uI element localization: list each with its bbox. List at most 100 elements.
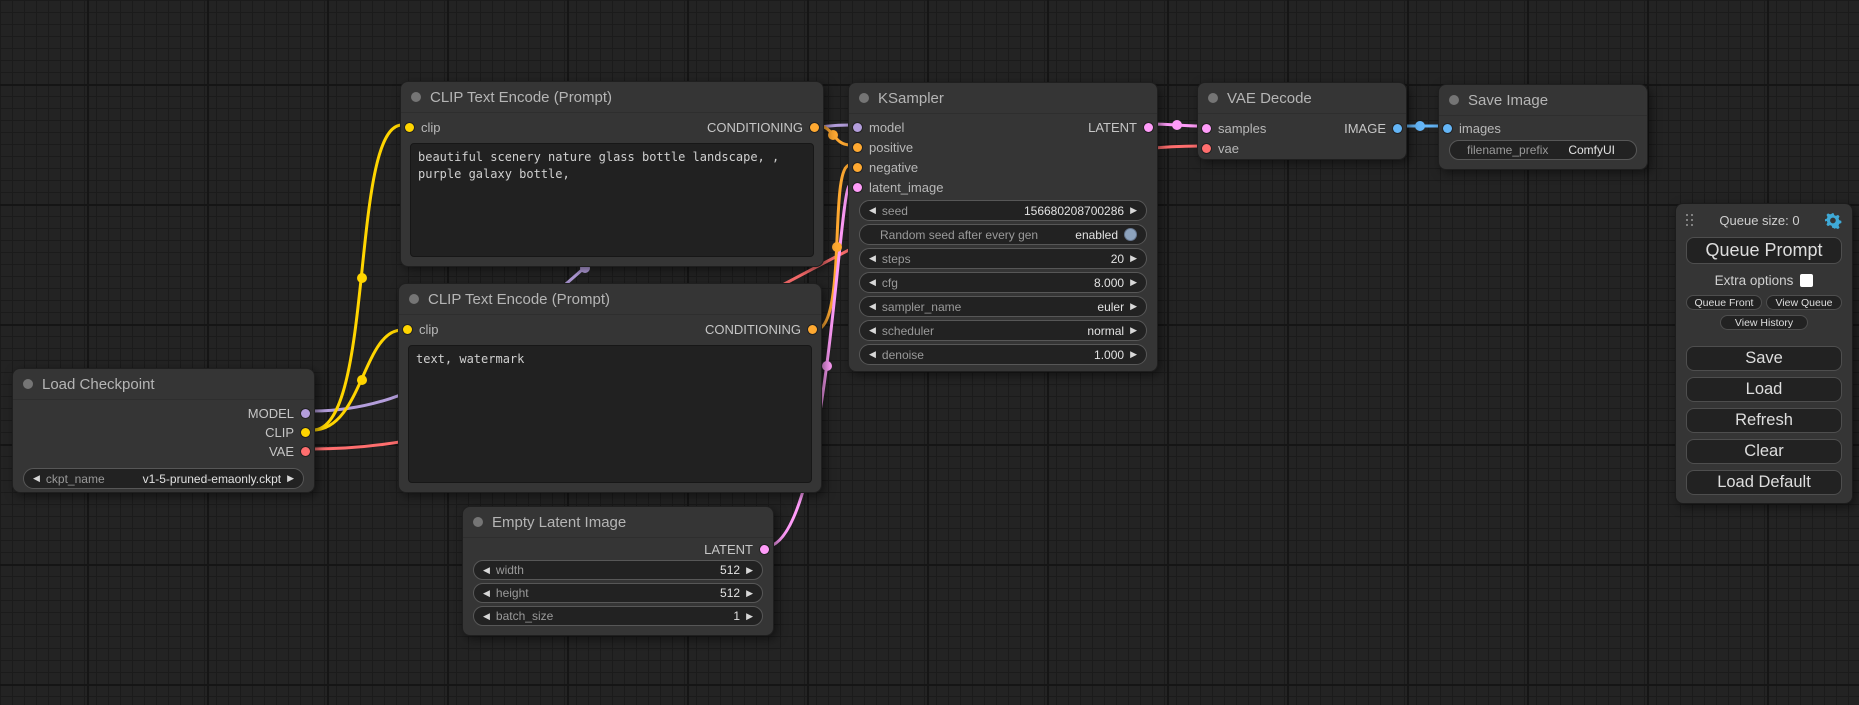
- collapse-dot-icon[interactable]: [23, 379, 33, 389]
- widget-ckpt-name[interactable]: ◀ ckpt_name v1-5-pruned-emaonly.ckpt ▶: [23, 468, 304, 489]
- input-slot-latent-image[interactable]: [853, 182, 862, 192]
- extra-options-checkbox[interactable]: [1800, 274, 1814, 287]
- collapse-dot-icon[interactable]: [1449, 95, 1459, 105]
- decrement-arrow-icon[interactable]: ◀: [483, 587, 490, 598]
- queue-prompt-button[interactable]: Queue Prompt: [1686, 237, 1842, 264]
- widget-seed[interactable]: ◀ seed 156680208700286 ▶: [859, 200, 1147, 221]
- input-slot-model[interactable]: [853, 122, 862, 132]
- output-slot-image[interactable]: [1393, 123, 1402, 133]
- input-label: clip: [419, 321, 439, 337]
- increment-arrow-icon[interactable]: ▶: [1130, 277, 1137, 287]
- node-ksampler[interactable]: KSampler model LATENT positive negative …: [848, 82, 1158, 372]
- increment-arrow-icon[interactable]: ▶: [746, 564, 753, 575]
- input-label: positive: [869, 139, 914, 155]
- input-slot-clip[interactable]: [405, 122, 414, 132]
- prompt-textarea[interactable]: beautiful scenery nature glass bottle la…: [410, 143, 814, 257]
- collapse-dot-icon[interactable]: [1208, 93, 1218, 103]
- node-empty-latent-image[interactable]: Empty Latent Image LATENT ◀ width 512 ▶ …: [462, 506, 774, 636]
- output-slot-conditioning[interactable]: [810, 122, 819, 132]
- link-dot-cond-positive: [828, 130, 838, 140]
- collapse-dot-icon[interactable]: [411, 92, 421, 102]
- drag-handle-icon[interactable]: [1686, 214, 1694, 227]
- node-titlebar[interactable]: CLIP Text Encode (Prompt): [399, 284, 821, 315]
- decrement-arrow-icon[interactable]: ◀: [33, 473, 40, 483]
- collapse-dot-icon[interactable]: [859, 93, 869, 103]
- node-load-checkpoint[interactable]: Load Checkpoint MODEL CLIP VAE ◀ ckpt_na…: [12, 368, 315, 493]
- node-titlebar[interactable]: Empty Latent Image: [463, 507, 773, 538]
- input-slot-vae[interactable]: [1202, 143, 1211, 153]
- widget-steps[interactable]: ◀ steps 20 ▶: [859, 248, 1147, 269]
- widget-label: ckpt_name: [45, 471, 105, 486]
- decrement-arrow-icon[interactable]: ◀: [869, 253, 876, 263]
- output-slot-clip[interactable]: [301, 428, 310, 437]
- output-slot-model[interactable]: [301, 409, 310, 418]
- increment-arrow-icon[interactable]: ▶: [746, 587, 753, 598]
- output-slot-conditioning[interactable]: [808, 324, 817, 334]
- collapse-dot-icon[interactable]: [409, 294, 419, 304]
- decrement-arrow-icon[interactable]: ◀: [483, 610, 490, 621]
- widget-filename-prefix[interactable]: filename_prefix ComfyUI: [1449, 140, 1637, 160]
- widget-label: batch_size: [495, 609, 554, 623]
- widget-batch-size[interactable]: ◀ batch_size 1 ▶: [473, 606, 763, 626]
- node-titlebar[interactable]: KSampler: [849, 83, 1157, 114]
- decrement-arrow-icon[interactable]: ◀: [869, 205, 876, 215]
- input-label: latent_image: [869, 179, 944, 195]
- view-queue-button[interactable]: View Queue: [1766, 295, 1842, 310]
- extra-options-label: Extra options: [1714, 273, 1794, 288]
- increment-arrow-icon[interactable]: ▶: [287, 473, 294, 483]
- node-title: VAE Decode: [1227, 89, 1312, 107]
- widget-label: cfg: [881, 275, 898, 290]
- widget-denoise[interactable]: ◀ denoise 1.000 ▶: [859, 344, 1147, 365]
- increment-arrow-icon[interactable]: ▶: [1130, 253, 1137, 263]
- increment-arrow-icon[interactable]: ▶: [1130, 301, 1137, 311]
- decrement-arrow-icon[interactable]: ◀: [869, 277, 876, 287]
- load-default-button[interactable]: Load Default: [1686, 470, 1842, 495]
- increment-arrow-icon[interactable]: ▶: [746, 610, 753, 621]
- widget-label: width: [495, 563, 524, 577]
- node-titlebar[interactable]: Load Checkpoint: [13, 369, 314, 400]
- toggle-dot-icon[interactable]: [1124, 228, 1137, 241]
- load-button[interactable]: Load: [1686, 377, 1842, 402]
- queue-front-button[interactable]: Queue Front: [1686, 295, 1762, 310]
- node-titlebar[interactable]: CLIP Text Encode (Prompt): [401, 82, 823, 113]
- output-label: VAE: [268, 444, 294, 459]
- node-title: Empty Latent Image: [492, 513, 627, 531]
- view-history-button[interactable]: View History: [1720, 315, 1808, 330]
- output-slot-latent[interactable]: [1144, 122, 1153, 132]
- input-slot-clip[interactable]: [403, 324, 412, 334]
- output-slot-latent[interactable]: [760, 544, 769, 554]
- output-slot-vae[interactable]: [301, 447, 310, 456]
- input-slot-samples[interactable]: [1202, 123, 1211, 133]
- widget-scheduler[interactable]: ◀ scheduler normal ▶: [859, 320, 1147, 341]
- node-save-image[interactable]: Save Image images filename_prefix ComfyU…: [1438, 84, 1648, 170]
- settings-gear-icon[interactable]: [1825, 212, 1842, 229]
- input-slot-negative[interactable]: [853, 162, 862, 172]
- node-clip-text-encode-positive[interactable]: CLIP Text Encode (Prompt) clip CONDITION…: [400, 81, 824, 267]
- decrement-arrow-icon[interactable]: ◀: [483, 564, 490, 575]
- node-vae-decode[interactable]: VAE Decode samples IMAGE vae: [1197, 82, 1407, 160]
- decrement-arrow-icon[interactable]: ◀: [869, 301, 876, 311]
- widget-random-seed-toggle[interactable]: Random seed after every gen enabled: [859, 224, 1147, 245]
- decrement-arrow-icon[interactable]: ◀: [869, 325, 876, 335]
- widget-value: euler: [1097, 299, 1125, 314]
- input-slot-images[interactable]: [1443, 123, 1452, 133]
- widget-sampler-name[interactable]: ◀ sampler_name euler ▶: [859, 296, 1147, 317]
- clear-button[interactable]: Clear: [1686, 439, 1842, 464]
- input-slot-positive[interactable]: [853, 142, 862, 152]
- save-button[interactable]: Save: [1686, 346, 1842, 371]
- decrement-arrow-icon[interactable]: ◀: [869, 349, 876, 359]
- prompt-textarea[interactable]: text, watermark: [408, 345, 812, 483]
- node-titlebar[interactable]: VAE Decode: [1198, 83, 1406, 114]
- widget-height[interactable]: ◀ height 512 ▶: [473, 583, 763, 603]
- node-clip-text-encode-negative[interactable]: CLIP Text Encode (Prompt) clip CONDITION…: [398, 283, 822, 493]
- increment-arrow-icon[interactable]: ▶: [1130, 325, 1137, 335]
- link-dot-clip-positive: [357, 273, 367, 283]
- increment-arrow-icon[interactable]: ▶: [1130, 349, 1137, 359]
- refresh-button[interactable]: Refresh: [1686, 408, 1842, 433]
- widget-cfg[interactable]: ◀ cfg 8.000 ▶: [859, 272, 1147, 293]
- collapse-dot-icon[interactable]: [473, 517, 483, 527]
- node-title: CLIP Text Encode (Prompt): [428, 290, 611, 308]
- widget-width[interactable]: ◀ width 512 ▶: [473, 560, 763, 580]
- increment-arrow-icon[interactable]: ▶: [1130, 205, 1137, 215]
- node-titlebar[interactable]: Save Image: [1439, 85, 1647, 116]
